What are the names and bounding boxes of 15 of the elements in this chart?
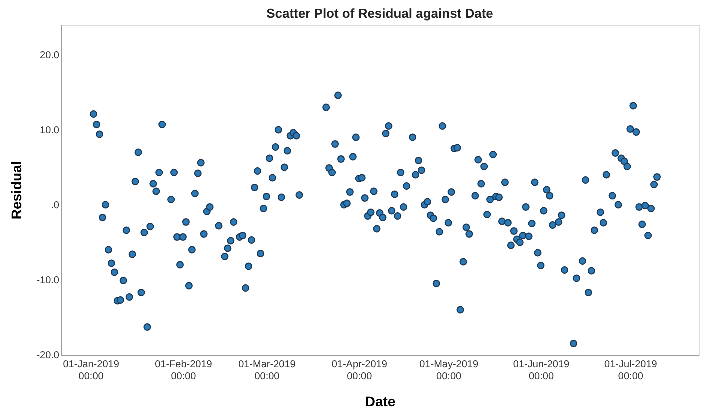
y-tick-label: -20.0 <box>36 350 60 362</box>
x-tick-label: 01-Jun-2019 00:00 <box>513 360 570 382</box>
y-axis-title: Residual <box>8 161 25 220</box>
x-tick-label: 01-May-2019 00:00 <box>420 360 479 382</box>
x-tick-label: 01-Feb-2019 00:00 <box>155 360 213 382</box>
y-tick-label: 10.0 <box>40 126 60 136</box>
x-tick-label: 01-Jul-2019 00:00 <box>604 360 658 382</box>
x-tick-label: 01-Mar-2019 00:00 <box>238 360 296 382</box>
chart-title: Scatter Plot of Residual against Date <box>266 6 494 21</box>
y-tick-label: 20.0 <box>40 50 60 62</box>
x-axis-title: Date <box>365 394 396 410</box>
x-tick-label: 01-Jan-2019 00:00 <box>63 360 120 382</box>
y-tick-label: .0 <box>51 200 60 212</box>
y-tick-label: -10.0 <box>36 276 60 286</box>
x-tick-label: 01-Apr-2019 00:00 <box>332 360 388 382</box>
